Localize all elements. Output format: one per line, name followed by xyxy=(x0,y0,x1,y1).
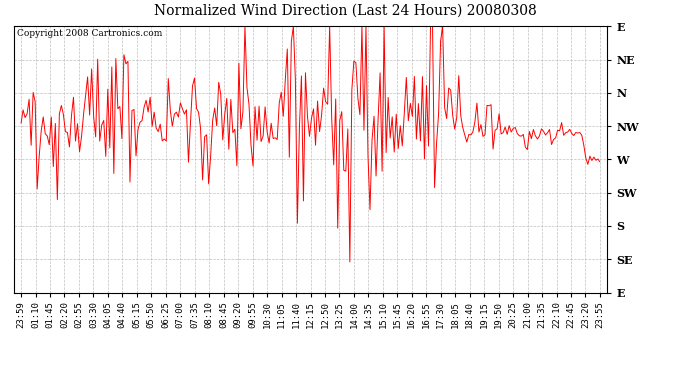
Text: Copyright 2008 Cartronics.com: Copyright 2008 Cartronics.com xyxy=(17,29,162,38)
Text: Normalized Wind Direction (Last 24 Hours) 20080308: Normalized Wind Direction (Last 24 Hours… xyxy=(154,4,536,18)
